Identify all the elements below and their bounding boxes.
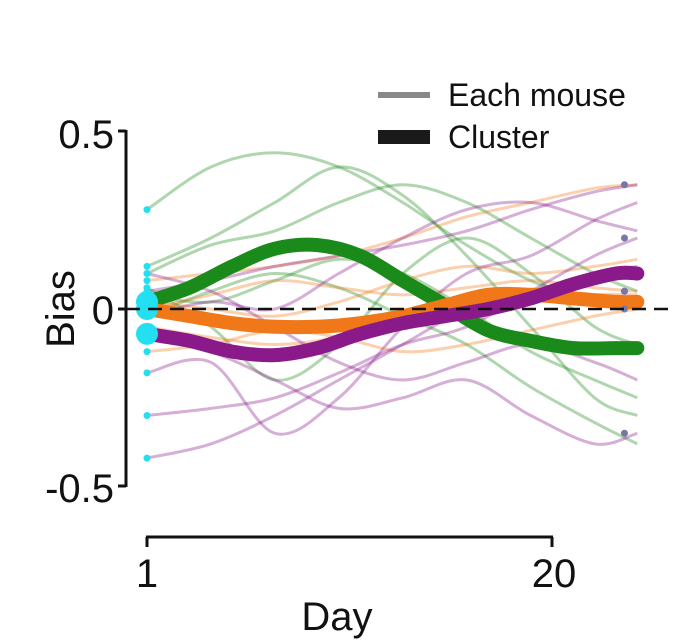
mouse-start-marker: [143, 454, 151, 462]
mouse-start-marker: [143, 206, 151, 214]
point-markers: [136, 181, 628, 462]
mouse-end-marker: [620, 287, 628, 295]
y-axis-title: Bias: [39, 270, 83, 348]
mouse-line-purple-13: [146, 201, 638, 436]
y-tick-label-mid: 0: [92, 289, 114, 333]
cluster-line-green: [140, 237, 645, 356]
mouse-end-marker: [620, 429, 628, 437]
mouse-line-green-1: [146, 165, 638, 417]
mouse-line-purple-12: [146, 236, 638, 417]
mouse-line-purple-15: [146, 335, 638, 446]
mouse-line-green-3: [146, 183, 638, 293]
legend-label-cluster: Cluster: [448, 119, 550, 155]
legend: Each mouse Cluster: [378, 77, 626, 155]
mouse-end-marker: [620, 305, 628, 313]
mouse-lines: [146, 151, 638, 460]
mouse-start-marker: [143, 412, 151, 419]
mouse-line-purple-16: [146, 200, 638, 318]
x-tick-label-start: 1: [136, 552, 158, 596]
mouse-end-marker: [620, 181, 628, 189]
cluster-start-marker-orange: [136, 298, 158, 320]
mouse-start-marker: [143, 277, 151, 285]
mouse-line-orange-10: [146, 307, 638, 354]
mouse-start-marker: [143, 270, 151, 277]
y-tick-label-top: 0.5: [58, 113, 114, 157]
cluster-line-purple: [140, 265, 645, 363]
mouse-line-purple-17: [146, 183, 638, 293]
x-tick-label-end: 20: [532, 552, 577, 596]
legend-label-each-mouse: Each mouse: [448, 77, 626, 113]
x-axis-title: Day: [301, 595, 372, 639]
cluster-lines: [140, 237, 645, 363]
mouse-end-marker: [620, 234, 628, 242]
y-tick-label-bottom: -0.5: [45, 467, 114, 511]
mouse-start-marker: [143, 348, 151, 356]
cluster-start-marker-purple: [136, 322, 158, 345]
mouse-start-marker: [143, 262, 151, 270]
mouse-start-marker: [143, 369, 151, 377]
